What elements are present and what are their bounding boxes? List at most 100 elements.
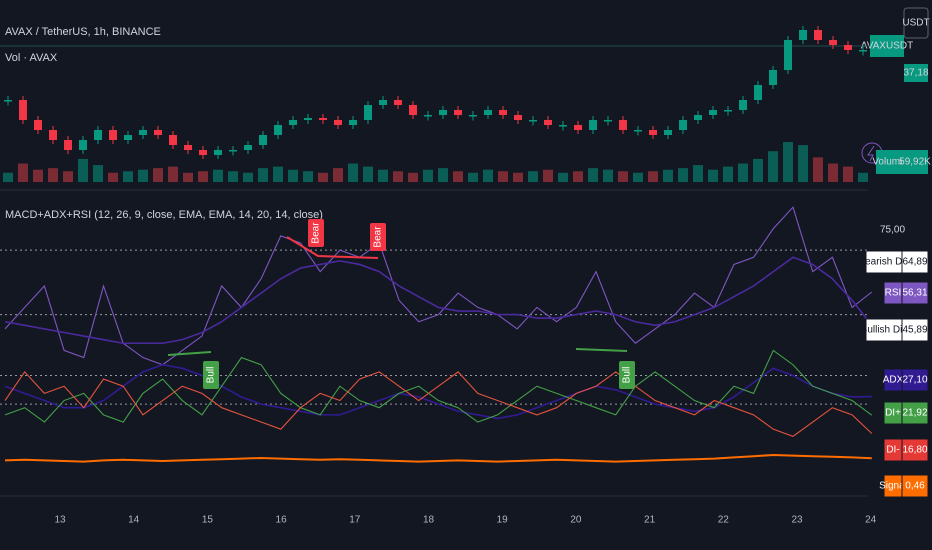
candle [469,115,477,117]
candle [499,110,507,115]
candle [94,130,102,140]
candle [649,130,657,135]
candle [529,120,537,122]
volume-title: Vol · AVAX [5,52,58,64]
bear-divergence [286,236,379,259]
scale-value: 21,92 [902,408,927,419]
volume-bar [363,166,373,182]
volume-bar [663,169,673,182]
volume-bar [243,172,253,182]
candle [49,130,57,140]
price-label: 37,18 [903,68,928,79]
scale-value: 56,31 [902,288,927,299]
scale-name: DI+ [885,408,901,419]
scale-name: Signal [879,481,907,492]
signal-tag [619,361,635,389]
level-label: 75,00 [880,225,905,236]
volume-bar [78,158,88,182]
x-tick-label: 19 [497,515,509,526]
x-tick-label: 22 [718,515,730,526]
candle [589,120,597,130]
x-tick-label: 20 [570,515,582,526]
alert-bolt [867,145,875,162]
volume-bar [708,169,718,182]
candle [859,50,867,52]
candle [724,110,732,112]
signal-tag [370,223,386,251]
volume-bar [588,168,598,182]
candle [349,120,357,125]
candle [799,30,807,40]
candle [124,135,132,140]
candle [184,145,192,150]
symbol-label: AVAXUSDT [861,41,913,52]
scale-name: DI- [886,445,899,456]
volume-bar [168,166,178,182]
candle [34,120,42,130]
volume-bar [513,172,523,182]
volume-bar [633,172,643,182]
scale-name: RSI [885,288,902,299]
volume-name: Volume [872,157,906,168]
candle [484,110,492,115]
candle [259,135,267,145]
volume-bar [798,145,808,182]
volume-bar [843,166,853,182]
currency[interactable]: USDT [902,18,929,29]
volume-bar [183,172,193,182]
scale-value-box [901,250,929,274]
volume-name-box [876,150,902,174]
signal-text: Bull [622,367,633,384]
volume-bar [333,168,343,182]
volume-bar [123,171,133,182]
candle [754,85,762,100]
currency-box[interactable] [903,7,929,39]
candle [304,118,312,120]
volume-bar [783,142,793,182]
scale-value-box [901,438,929,462]
x-tick-label: 13 [54,515,66,526]
indicator-line [4,349,873,423]
candle [709,110,717,115]
candle [439,110,447,115]
volume-bar [558,172,568,182]
volume-bar [393,171,403,182]
candle [829,40,837,45]
scale-value-box [901,281,929,305]
volume-bar [498,171,508,182]
x-tick-label: 23 [791,515,803,526]
candle [334,120,342,125]
scale-value: 27,10 [902,375,927,386]
x-tick-label: 24 [865,515,877,526]
volume-bar [63,171,73,182]
volume-bar [423,169,433,182]
scale-value-box [901,474,929,498]
volume-bar [33,169,43,182]
scale-value: 45,89 [902,325,927,336]
candle [664,130,672,135]
volume-bar [858,172,868,182]
candle [379,100,387,105]
volume-bar [318,172,328,182]
indicator-title: MACD+ADX+RSI (12, 26, 9, close, EMA, EMA… [5,209,323,221]
volume-bar [288,169,298,182]
scale-name: Bullish Div [861,325,908,336]
candle [109,130,117,140]
candle [739,100,747,110]
volume-bar [93,165,103,182]
scale-value-box [901,401,929,425]
volume-bar [438,168,448,182]
candle [769,70,777,85]
volume-bar [138,169,148,182]
scale-value: 0,46 [905,481,925,492]
volume-bar [303,171,313,182]
candle [4,100,12,102]
candle [19,100,27,120]
candle [154,130,162,135]
volume-bar [693,165,703,182]
volume-bar [768,151,778,182]
signal-text: Bear [311,222,322,244]
candle [574,125,582,130]
